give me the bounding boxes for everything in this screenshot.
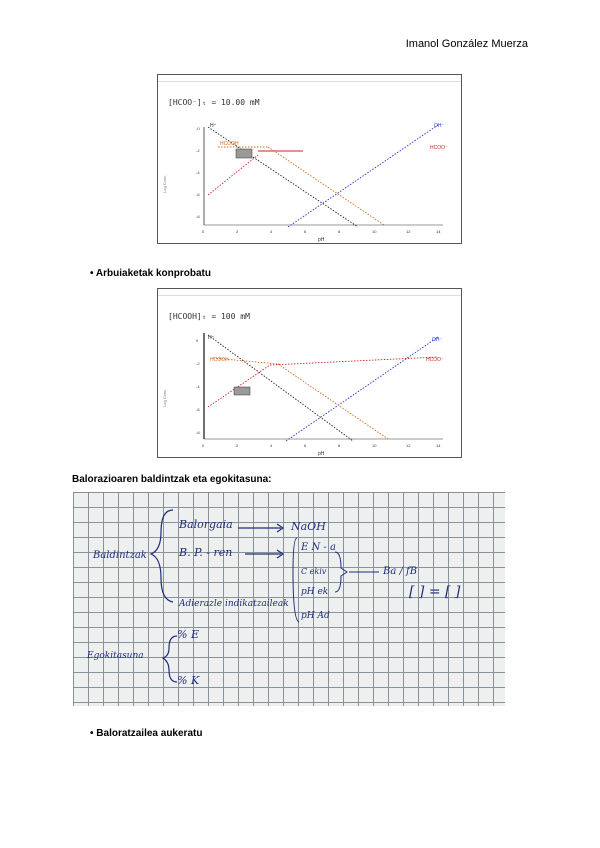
x-tick: 8 (338, 229, 341, 234)
label-oh: OH⁻ (432, 337, 443, 343)
y-tick: -4 (196, 170, 200, 175)
x-tick-labels: 0 2 4 6 8 10 12 14 (202, 229, 441, 234)
log-diagram-chart-1: [HCOO⁻]ₜ = 10.00 mM Log Conc. pH 0 2 4 6… (162, 98, 448, 243)
y-axis-label: Log Conc. (162, 175, 167, 193)
note-ph-ad: pH Ad (301, 611, 330, 621)
note-egokitasuna: Egokitasuna (86, 651, 144, 661)
marker-box (233, 386, 251, 396)
note-balorgaia: Balorgaia (178, 518, 233, 531)
series-h-line (207, 126, 359, 228)
marker-box (235, 148, 253, 159)
log-diagram-screenshot-1: [HCOO⁻]ₜ = 10.00 mM Log Conc. pH 0 2 4 6… (157, 74, 462, 244)
window-titlebar (158, 289, 461, 296)
x-tick: 2 (236, 443, 239, 448)
note-e-pct: % E (177, 628, 199, 641)
series-base-rise (207, 154, 259, 196)
label-base: HCOO⁻ (426, 357, 444, 363)
y-tick-labels: -0 -2 -4 -6 -8 (196, 126, 200, 219)
series-oh-line (287, 124, 439, 228)
y-tick: -4 (196, 384, 200, 389)
concentration-label: [HCOO⁻]ₜ = 10.00 mM (168, 98, 260, 107)
note-bp: B. P. - ren (178, 546, 232, 559)
label-oh: OH⁻ (434, 123, 445, 129)
y-tick: 0 (196, 338, 199, 343)
label-h: H⁺ (210, 123, 217, 129)
bullet-check-approximations: • Arbuiaketak konprobatu (90, 268, 211, 279)
label-acid: HCOOH (210, 357, 229, 363)
series-oh-line (285, 336, 439, 442)
series-base-flat (269, 356, 439, 366)
y-tick: -2 (196, 148, 200, 153)
y-tick: -6 (196, 407, 200, 412)
x-axis-label: pH (318, 451, 325, 457)
x-tick: 6 (304, 443, 307, 448)
note-naoh: NaOH (290, 520, 326, 533)
author-name: Imanol González Muerza (405, 38, 528, 50)
bullet-choose-titrant: • Baloratzailea aukeratu (90, 728, 203, 739)
note-c-ekiv: C ekiv (301, 567, 327, 576)
concentration-label: [HCOOH]ₜ = 100 mM (168, 312, 250, 321)
note-baldintzak: Baldintzak (92, 550, 147, 561)
handwritten-notes: Baldintzak Balorgaia NaOH B. P. - ren E … (86, 509, 461, 687)
x-tick: 0 (202, 229, 205, 234)
y-tick: -8 (196, 430, 200, 435)
log-diagram-screenshot-2: [HCOOH]ₜ = 100 mM Log Conc. pH 0 2 4 6 8… (157, 288, 462, 458)
note-k-pct: % K (177, 674, 200, 687)
x-tick: 4 (270, 443, 273, 448)
label-acid: HCOOH (220, 141, 239, 147)
y-axis-label: Log Conc. (162, 389, 167, 407)
bullet-text: Baloratzailea aukeratu (96, 728, 203, 739)
log-diagram-chart-2: [HCOOH]ₜ = 100 mM Log Conc. pH 0 2 4 6 8… (162, 312, 444, 457)
series-acid-flat (212, 357, 279, 365)
y-tick: -8 (196, 214, 200, 219)
x-tick-labels: 0 2 4 6 8 10 12 14 (202, 443, 441, 448)
note-ph-ek: pH ek (301, 587, 328, 597)
x-axis-label: pH (318, 237, 325, 243)
series-acid-line (277, 363, 389, 440)
x-tick: 12 (406, 229, 411, 234)
x-tick: 0 (202, 443, 205, 448)
series-h-line (207, 334, 354, 442)
bullet-text: Arbuiaketak konprobatu (95, 268, 211, 279)
y-tick: -6 (196, 192, 200, 197)
section-heading: Balorazioaren baldintzak eta egokitasuna… (72, 474, 272, 485)
x-tick: 8 (338, 443, 341, 448)
x-tick: 6 (304, 229, 307, 234)
note-ba-fb: Ba / fB (382, 566, 417, 577)
note-bracket-eq: [ ] = [ ] (409, 584, 461, 600)
y-tick-labels: 0 -2 -4 -6 -8 (196, 338, 200, 435)
label-h: H⁺ (208, 335, 215, 341)
y-tick: -0 (196, 126, 200, 131)
x-tick: 14 (436, 229, 441, 234)
x-tick: 10 (372, 443, 377, 448)
label-base: HCOO⁻ (430, 145, 448, 151)
x-tick: 4 (270, 229, 273, 234)
window-titlebar (158, 75, 461, 82)
note-adierazle: Adierazle indikatzaileak (178, 599, 289, 609)
series-acid-line (267, 146, 385, 226)
note-en: E N - a (300, 542, 336, 553)
handwritten-notes-photo: Baldintzak Balorgaia NaOH B. P. - ren E … (73, 492, 505, 706)
x-tick: 10 (372, 229, 377, 234)
y-tick: -2 (196, 361, 200, 366)
x-tick: 14 (436, 443, 441, 448)
x-tick: 12 (406, 443, 411, 448)
x-tick: 2 (236, 229, 239, 234)
series-base-rise (207, 364, 271, 408)
